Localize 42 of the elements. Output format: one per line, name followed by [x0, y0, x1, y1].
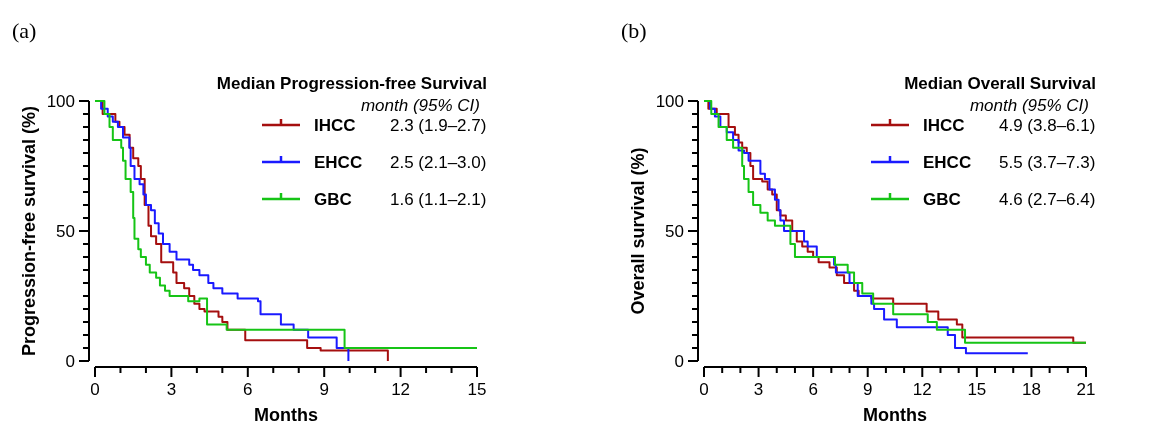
x-tick-label: 3 — [166, 380, 177, 399]
legend-label: GBC — [923, 190, 961, 209]
x-tick-label: 9 — [862, 380, 873, 399]
y-tick-label: 50 — [56, 222, 75, 241]
legend-title: Median Overall Survival — [904, 74, 1096, 93]
x-tick-label: 15 — [967, 380, 987, 399]
x-tick-label: 9 — [319, 380, 329, 399]
y-tick-label: 0 — [674, 352, 684, 371]
x-tick-label: 21 — [1076, 380, 1096, 399]
annotation: 4.9 (3.8–6.1) — [999, 116, 1096, 135]
annotation: 4.6 (2.7–6.4) — [999, 190, 1096, 209]
legend-title: Median Progression-free Survival — [216, 74, 487, 93]
x-tick-label: 0 — [90, 380, 100, 399]
annotation: 2.5 (2.1–3.0) — [390, 153, 487, 172]
chart-title: (b) — [621, 18, 647, 43]
annotation: month (95% CI) — [969, 96, 1089, 115]
legend-label: GBC — [314, 190, 352, 209]
x-tick-label: 6 — [243, 380, 253, 399]
y-tick-label: 100 — [655, 92, 684, 111]
x-tick-label: 3 — [753, 380, 764, 399]
x-tick-label: 12 — [912, 380, 932, 399]
y-axis-title: Overall survival (%) — [628, 147, 648, 315]
y-axis-title: Progression-free survival (%) — [19, 105, 39, 357]
x-tick-label: 18 — [1021, 380, 1041, 399]
y-tick-label: 0 — [65, 352, 75, 371]
legend-label: EHCC — [923, 153, 972, 172]
annotation: month (95% CI) — [360, 96, 480, 115]
y-tick-label: 50 — [665, 222, 684, 241]
chart-title: (a) — [12, 18, 37, 43]
legend-label: IHCC — [314, 116, 356, 135]
x-axis-title: Months — [254, 405, 318, 425]
x-tick-label: 0 — [699, 380, 709, 399]
x-tick-label: 15 — [467, 380, 487, 399]
x-tick-label: 6 — [808, 380, 818, 399]
y-tick-label: 100 — [46, 92, 75, 111]
annotation: 1.6 (1.1–2.1) — [390, 190, 487, 209]
annotation: 5.5 (3.7–7.3) — [999, 153, 1096, 172]
legend-label: EHCC — [314, 153, 363, 172]
legend-label: IHCC — [923, 116, 965, 135]
annotation: 2.3 (1.9–2.7) — [390, 116, 487, 135]
x-tick-label: 12 — [391, 380, 411, 399]
x-axis-title: Months — [863, 405, 927, 425]
